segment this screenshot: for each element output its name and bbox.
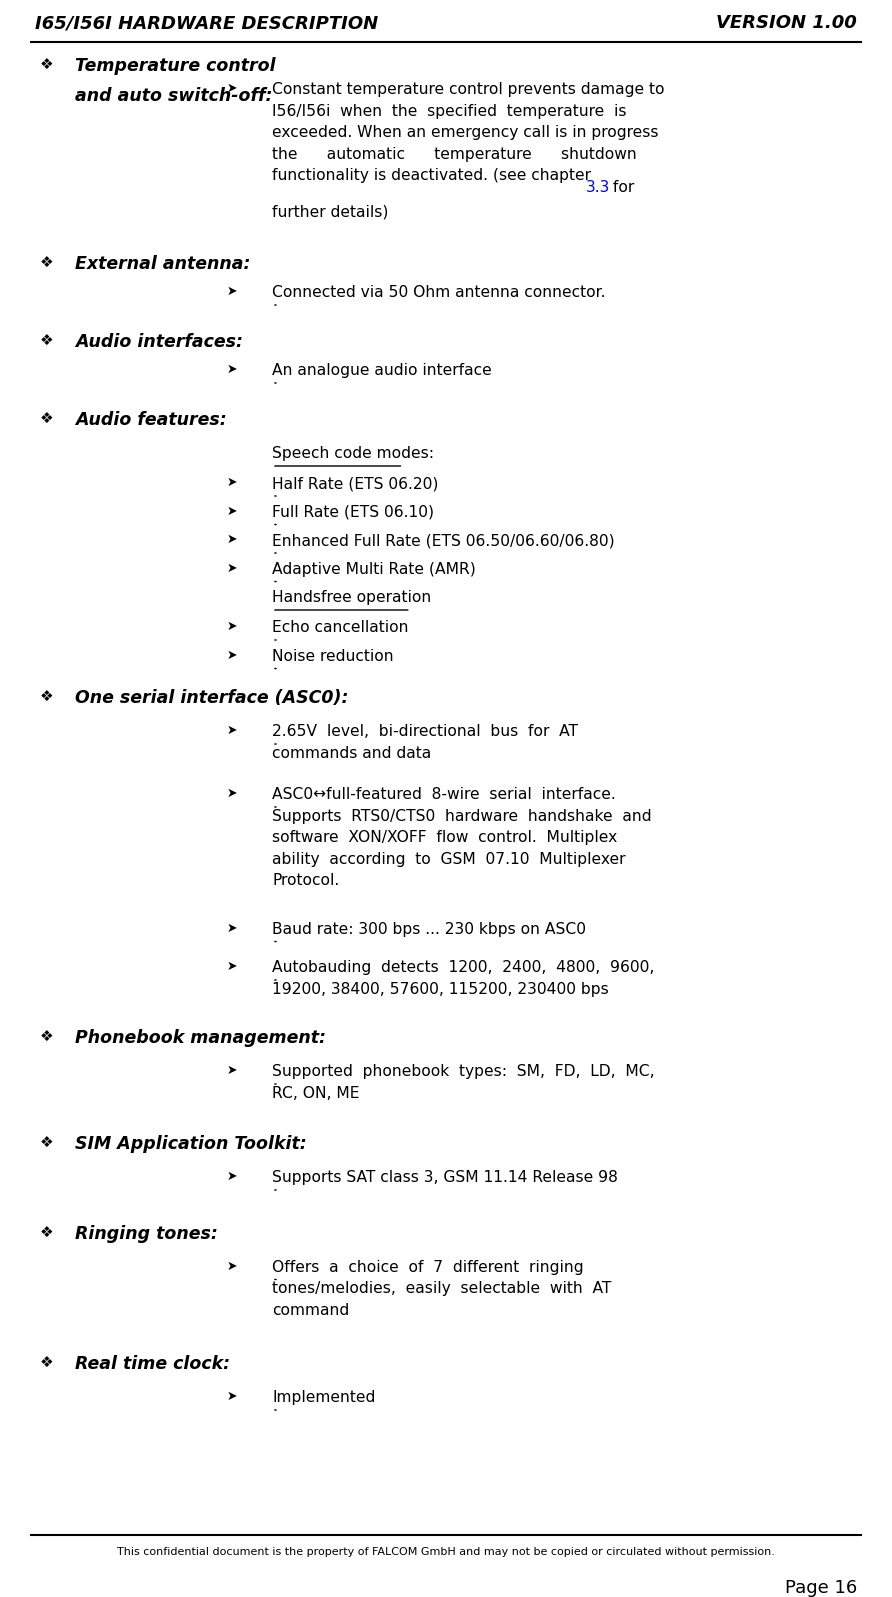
Text: 3.3: 3.3 (586, 180, 610, 195)
Text: ❖: ❖ (40, 57, 54, 72)
Text: Constant temperature control prevents damage to
I56/I56i  when  the  specified  : Constant temperature control prevents da… (272, 81, 665, 184)
Text: ➤: ➤ (227, 505, 237, 517)
Text: ❖: ❖ (40, 1135, 54, 1150)
Text: ➤: ➤ (227, 648, 237, 661)
Text: ➤: ➤ (227, 960, 237, 973)
Text: ➤: ➤ (227, 284, 237, 299)
Text: Real time clock:: Real time clock: (75, 1354, 230, 1373)
Text: for: for (607, 180, 634, 195)
Text: Audio features:: Audio features: (75, 410, 227, 430)
Text: One serial interface (ASC0):: One serial interface (ASC0): (75, 688, 349, 707)
Text: Connected via 50 Ohm antenna connector.: Connected via 50 Ohm antenna connector. (272, 284, 606, 300)
Text: 2.65V  level,  bi-directional  bus  for  AT
commands and data: 2.65V level, bi-directional bus for AT c… (272, 723, 578, 760)
Text: ➤: ➤ (227, 562, 237, 575)
Text: Handsfree operation: Handsfree operation (272, 589, 431, 605)
Text: VERSION 1.00: VERSION 1.00 (716, 14, 857, 32)
Text: Ringing tones:: Ringing tones: (75, 1225, 218, 1242)
Text: ➤: ➤ (227, 1064, 237, 1076)
Text: An analogue audio interface: An analogue audio interface (272, 363, 491, 378)
Text: Page 16: Page 16 (785, 1579, 857, 1597)
Text: Noise reduction: Noise reduction (272, 648, 393, 663)
Text: Phonebook management:: Phonebook management: (75, 1028, 326, 1048)
Text: ➤: ➤ (227, 787, 237, 800)
Text: ❖: ❖ (40, 410, 54, 426)
Text: Autobauding  detects  1200,  2400,  4800,  9600,
19200, 38400, 57600, 115200, 23: Autobauding detects 1200, 2400, 4800, 96… (272, 960, 655, 997)
Text: ➤: ➤ (227, 620, 237, 632)
Text: ➤: ➤ (227, 81, 237, 94)
Text: Supports SAT class 3, GSM 11.14 Release 98: Supports SAT class 3, GSM 11.14 Release … (272, 1171, 618, 1185)
Text: ➤: ➤ (227, 1260, 237, 1273)
Text: Temperature control: Temperature control (75, 57, 276, 75)
Text: Baud rate: 300 bps ... 230 kbps on ASC0: Baud rate: 300 bps ... 230 kbps on ASC0 (272, 921, 586, 936)
Text: and auto switch-off:: and auto switch-off: (75, 86, 272, 105)
Text: Supported  phonebook  types:  SM,  FD,  LD,  MC,
RC, ON, ME: Supported phonebook types: SM, FD, LD, M… (272, 1064, 655, 1100)
Text: Half Rate (ETS 06.20): Half Rate (ETS 06.20) (272, 476, 438, 490)
Text: Offers  a  choice  of  7  different  ringing
tones/melodies,  easily  selectable: Offers a choice of 7 different ringing t… (272, 1260, 611, 1318)
Text: Implemented: Implemented (272, 1389, 376, 1405)
Text: ➤: ➤ (227, 476, 237, 489)
Text: ❖: ❖ (40, 1225, 54, 1239)
Text: This confidential document is the property of FALCOM GmbH and may not be copied : This confidential document is the proper… (117, 1547, 775, 1557)
Text: ❖: ❖ (40, 256, 54, 270)
Text: Adaptive Multi Rate (AMR): Adaptive Multi Rate (AMR) (272, 562, 475, 577)
Text: ➤: ➤ (227, 1389, 237, 1404)
Text: ❖: ❖ (40, 688, 54, 704)
Text: ➤: ➤ (227, 1171, 237, 1183)
Text: ASC0↔full-featured  8-wire  serial  interface.
Supports  RTS0/CTS0  hardware  ha: ASC0↔full-featured 8-wire serial interfa… (272, 787, 652, 888)
Text: Speech code modes:: Speech code modes: (272, 446, 434, 462)
Text: ❖: ❖ (40, 1028, 54, 1044)
Text: ➤: ➤ (227, 533, 237, 546)
Text: I65/I56I HARDWARE DESCRIPTION: I65/I56I HARDWARE DESCRIPTION (35, 14, 378, 32)
Text: ➤: ➤ (227, 723, 237, 736)
Text: Echo cancellation: Echo cancellation (272, 620, 409, 636)
Text: SIM Application Toolkit:: SIM Application Toolkit: (75, 1135, 307, 1153)
Text: Enhanced Full Rate (ETS 06.50/06.60/06.80): Enhanced Full Rate (ETS 06.50/06.60/06.8… (272, 533, 615, 548)
Text: External antenna:: External antenna: (75, 256, 251, 273)
Text: ❖: ❖ (40, 1354, 54, 1370)
Text: ❖: ❖ (40, 334, 54, 348)
Text: ➤: ➤ (227, 921, 237, 934)
Text: Full Rate (ETS 06.10): Full Rate (ETS 06.10) (272, 505, 434, 519)
Text: further details): further details) (272, 204, 388, 219)
Text: ➤: ➤ (227, 363, 237, 375)
Text: Audio interfaces:: Audio interfaces: (75, 334, 243, 351)
